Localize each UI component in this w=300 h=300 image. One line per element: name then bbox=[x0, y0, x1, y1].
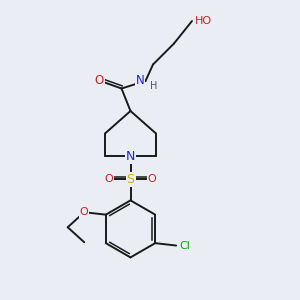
Text: O: O bbox=[80, 207, 88, 217]
Text: S: S bbox=[127, 173, 134, 186]
Text: H: H bbox=[150, 81, 158, 92]
Text: Cl: Cl bbox=[179, 241, 190, 250]
Text: N: N bbox=[136, 74, 145, 88]
Text: O: O bbox=[148, 174, 157, 184]
Text: O: O bbox=[94, 74, 103, 88]
Text: N: N bbox=[126, 149, 135, 163]
Text: O: O bbox=[104, 174, 113, 184]
Text: HO: HO bbox=[195, 16, 212, 26]
